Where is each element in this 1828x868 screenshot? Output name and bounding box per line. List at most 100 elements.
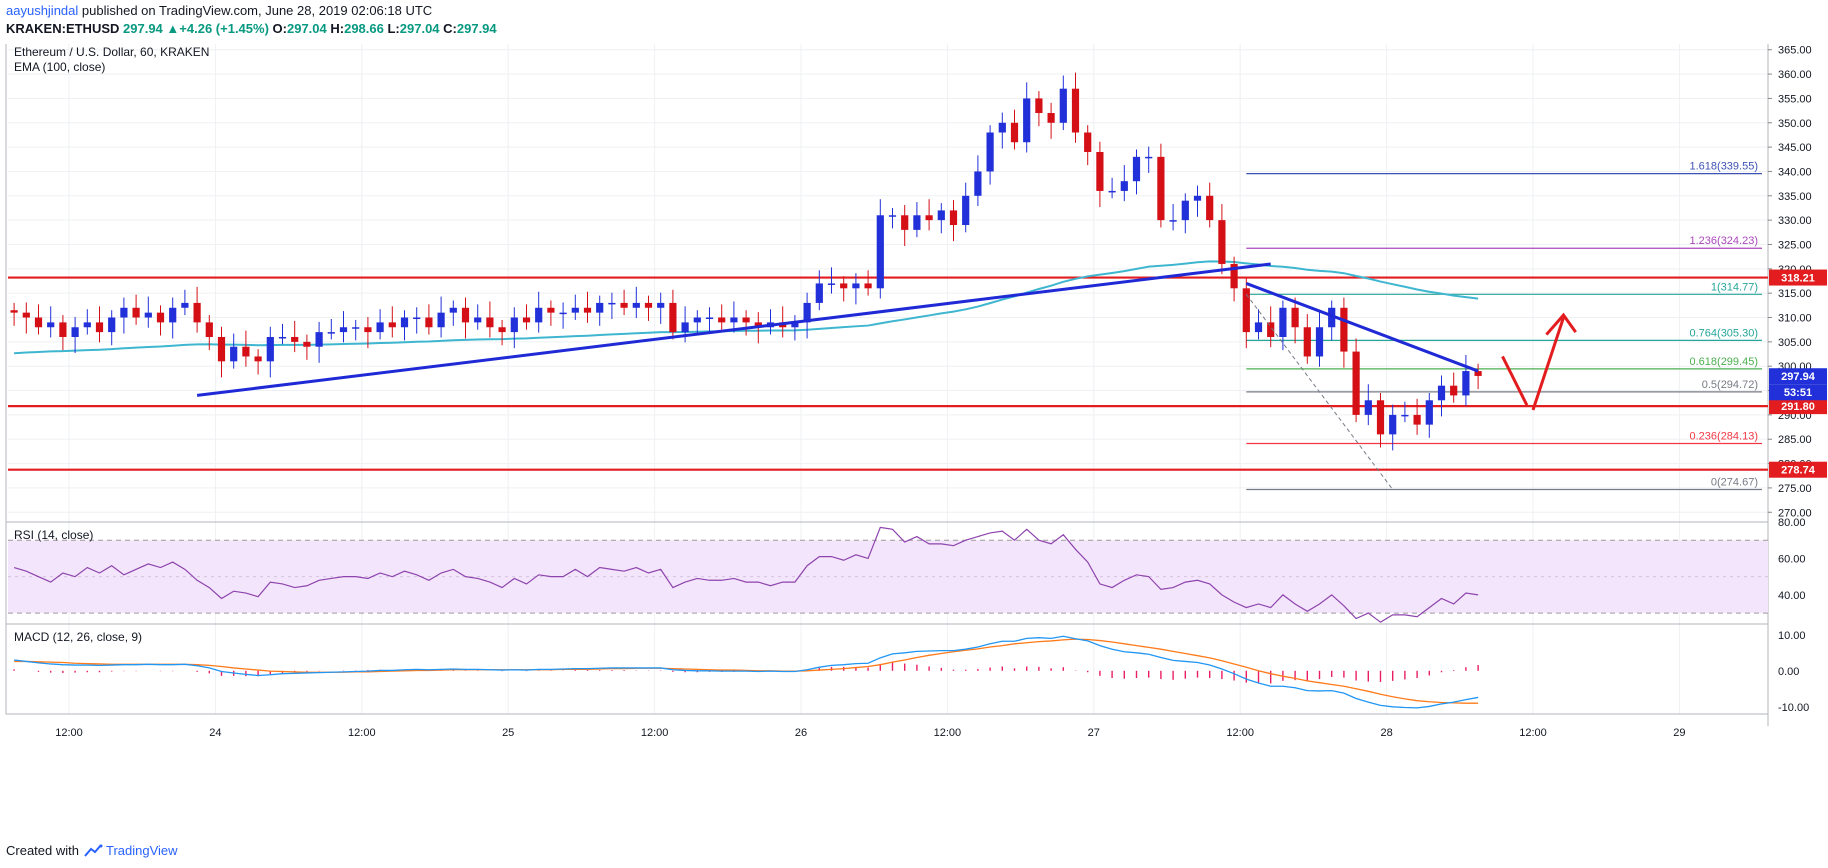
tradingview-brand[interactable]: TradingView <box>106 843 178 858</box>
candle-body <box>986 132 994 172</box>
candle-body <box>1279 307 1287 337</box>
candle-body <box>34 317 43 328</box>
fib-level-label: 0.764(305.30) <box>1690 327 1759 339</box>
candle-body <box>1401 414 1409 417</box>
candle-body <box>913 215 921 230</box>
candle-body <box>742 317 750 323</box>
open-value: 297.04 <box>286 21 327 36</box>
candle-body <box>962 195 970 226</box>
candle-body <box>1389 414 1397 435</box>
main-pane-title: Ethereum / U.S. Dollar, 60, KRAKEN <box>14 45 209 59</box>
candle-body <box>535 307 543 323</box>
candle-body <box>205 322 213 337</box>
candle-body <box>437 312 445 328</box>
y-tick-label: 365.00 <box>1778 45 1812 57</box>
candle-body <box>583 307 592 313</box>
fib-level-label: 0.5(294.72) <box>1702 379 1758 391</box>
candle-body <box>657 302 665 308</box>
candle-body <box>998 122 1006 133</box>
macd-title: MACD (12, 26, close, 9) <box>14 630 142 644</box>
fib-level-label: 0.236(284.13) <box>1690 430 1759 442</box>
y-tick-label: 315.00 <box>1778 288 1812 300</box>
candle-body <box>388 322 396 328</box>
macd-tick-label: -10.00 <box>1778 702 1809 714</box>
rsi-title: RSI (14, close) <box>14 528 93 542</box>
candle-body <box>449 307 457 313</box>
candle-body <box>1169 220 1177 222</box>
candle-body <box>1437 385 1446 401</box>
candle-body <box>1413 414 1421 425</box>
candle-body <box>1071 88 1080 133</box>
symbol-name: KRAKEN:ETHUSD <box>6 21 120 36</box>
candle-body <box>608 302 616 305</box>
rsi-tick-label: 40.00 <box>1778 590 1806 602</box>
chart-header: aayushjindal published on TradingView.co… <box>0 0 1828 44</box>
candle-body <box>1084 132 1092 152</box>
tradingview-logo-icon <box>83 844 103 857</box>
candle-body <box>95 322 104 333</box>
candle-body <box>876 215 884 289</box>
rsi-band <box>8 540 1768 614</box>
candle-body <box>596 302 604 313</box>
macd-pane: -10.00 0.00 10.00 MACD (12, 26, close, 9) <box>13 630 1809 714</box>
candle-body <box>754 322 762 328</box>
ema-legend: EMA (100, close) <box>14 60 105 74</box>
candle-body <box>47 322 55 328</box>
macd-signal-line <box>14 638 1479 704</box>
candle-body <box>1450 385 1458 396</box>
candle-body <box>669 302 677 333</box>
y-tick-label: 270.00 <box>1778 507 1812 519</box>
candle-body <box>1376 400 1385 435</box>
candle-body <box>400 317 409 328</box>
forecast-arrows <box>1501 312 1577 411</box>
candle-body <box>840 283 848 289</box>
candle-body <box>278 336 287 339</box>
candle-body <box>949 210 958 226</box>
x-tick-label: 12:00 <box>1226 727 1254 739</box>
price-tags: 318.21 291.80 278.74 297.94 53:51 <box>1769 269 1827 478</box>
candle-body <box>937 210 945 221</box>
rsi-tick-label: 80.00 <box>1778 517 1806 529</box>
main-pane-border <box>5 44 1769 523</box>
candle-body <box>510 317 518 333</box>
candle-body <box>1218 220 1226 264</box>
candle-body <box>1425 400 1433 425</box>
x-tick-label: 12:00 <box>348 727 376 739</box>
low-value: 297.04 <box>399 21 440 36</box>
fibonacci-retracement: 1.618(339.55) 1.236(324.23) 1(314.77) 0.764… <box>1246 161 1762 491</box>
candle-body <box>474 317 482 323</box>
candle-body <box>339 327 348 333</box>
chart-canvas[interactable]: 270.00275.00280.00285.00290.00295.00300.… <box>0 44 1828 840</box>
candle-body <box>156 312 165 323</box>
candle-body <box>1145 156 1153 159</box>
price-change: +4.26 (+1.45%) <box>179 21 269 36</box>
level-price-tag <box>1769 398 1827 415</box>
y-tick-label: 360.00 <box>1778 69 1812 81</box>
candle-body <box>1254 322 1263 333</box>
candle-body <box>242 346 250 357</box>
low-label: L: <box>387 21 400 36</box>
candle-body <box>827 283 836 285</box>
y-tick-label: 285.00 <box>1778 434 1812 446</box>
candle-body <box>1181 200 1189 221</box>
y-tick-label: 330.00 <box>1778 215 1812 227</box>
created-with-text: Created with <box>6 843 79 858</box>
author-link[interactable]: aayushjindal <box>6 3 79 18</box>
candle-body <box>1352 351 1360 415</box>
candle-body <box>1230 263 1238 289</box>
candle-body <box>1206 195 1214 221</box>
candle-body <box>803 302 811 323</box>
candle-body <box>169 307 177 323</box>
level-price-tag <box>1769 461 1827 478</box>
candle-body <box>425 317 433 328</box>
x-tick-label: 26 <box>795 727 807 739</box>
fib-level-label: 1.618(339.55) <box>1690 161 1759 173</box>
candle-body <box>1364 400 1372 415</box>
candle-body <box>1340 307 1348 352</box>
candle-body <box>1157 156 1165 221</box>
y-tick-label: 325.00 <box>1778 239 1812 251</box>
close-value: 297.94 <box>456 21 497 36</box>
x-tick-label: 12:00 <box>641 727 669 739</box>
candle-body <box>901 215 909 230</box>
candle-body <box>644 302 653 308</box>
